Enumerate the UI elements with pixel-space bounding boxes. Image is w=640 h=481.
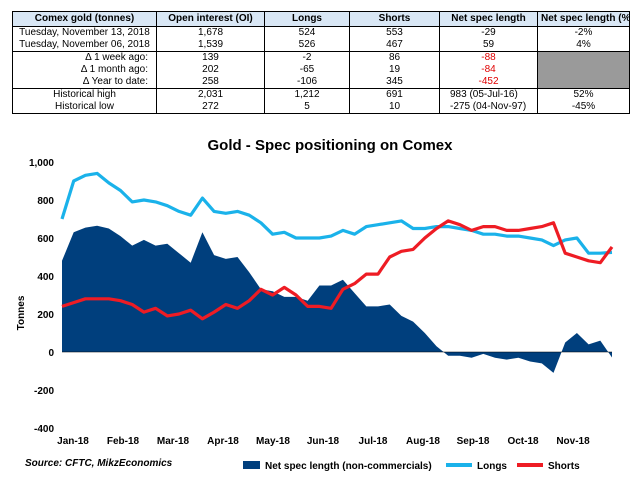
y-tick-label: 800 [37, 196, 54, 207]
legend-swatch-net [243, 461, 260, 469]
header-cell: Comex gold (tonnes) [12, 11, 157, 27]
net-cell: -452 [439, 76, 538, 89]
header-cell: Shorts [349, 11, 440, 27]
oi-cell: 202 [156, 64, 265, 76]
longs-cell: 526 [264, 39, 350, 52]
longs-cell: 524 [264, 26, 350, 39]
x-tick-label: Jun-18 [307, 436, 340, 447]
oi-cell: 1,539 [156, 39, 265, 52]
x-tick-label: Aug-18 [406, 436, 440, 447]
longs-cell: -106 [264, 76, 350, 89]
oi-cell: 139 [156, 51, 265, 64]
chart-legend: Net spec length (non-commercials) Longs … [243, 461, 580, 472]
row-label: Tuesday, November 06, 2018 [12, 39, 157, 52]
cot-summary-table: Comex gold (tonnes) Open interest (OI) L… [12, 11, 630, 114]
pct-cell-blank [537, 51, 630, 89]
header-cell: Net spec length [439, 11, 538, 27]
longs-line [60, 171, 613, 255]
pct-cell: 4% [537, 39, 630, 52]
net-cell: -88 [439, 51, 538, 64]
chart-title: Gold - Spec positioning on Comex [207, 137, 453, 154]
pct-cell: -2% [537, 26, 630, 39]
row-label: Δ 1 month ago: [12, 64, 157, 76]
shorts-cell: 10 [349, 101, 440, 114]
x-tick-label: Oct-18 [507, 436, 539, 447]
header-cell: Longs [264, 11, 350, 27]
shorts-cell: 467 [349, 39, 440, 52]
table-row: Δ Year to date: 258 -106 345 -452 [12, 76, 630, 89]
plot-area: -400 -200 0 200 400 600 800 1,000 Jan-18 Feb-18 Ma… [29, 158, 614, 447]
shorts-cell: 345 [349, 76, 440, 89]
y-tick-label: 400 [37, 272, 54, 283]
table-header-row: Comex gold (tonnes) Open interest (OI) L… [12, 11, 630, 27]
net-cell: 59 [439, 39, 538, 52]
x-tick-label: Jan-18 [57, 436, 89, 447]
oi-cell: 258 [156, 76, 265, 89]
table-row: Δ 1 month ago: 202 -65 19 -84 [12, 64, 630, 76]
table-row: Tuesday, November 13, 2018 1,678 524 553… [12, 26, 630, 39]
shorts-line [61, 219, 614, 321]
source-note: Source: CFTC, MikzEconomics [25, 458, 173, 469]
shorts-cell: 691 [349, 88, 440, 101]
x-tick-label: Nov-18 [556, 436, 590, 447]
y-tick-label: 1,000 [29, 158, 54, 169]
row-label: Δ 1 week ago: [12, 51, 157, 64]
table-row: Historical low 272 5 10 -275 (04-Nov-97)… [12, 101, 630, 114]
x-tick-label: Apr-18 [207, 436, 239, 447]
y-tick-label: -400 [34, 424, 54, 435]
oi-cell: 1,678 [156, 26, 265, 39]
x-tick-label: May-18 [256, 436, 290, 447]
oi-cell: 272 [156, 101, 265, 114]
x-tick-label: Jul-18 [359, 436, 388, 447]
header-cell: Open interest (OI) [156, 11, 265, 27]
row-label: Tuesday, November 13, 2018 [12, 26, 157, 39]
y-tick-label: 0 [48, 348, 54, 359]
y-tick-label: 600 [37, 234, 54, 245]
oi-cell: 2,031 [156, 88, 265, 101]
x-tick-label: Feb-18 [107, 436, 140, 447]
y-tick-label: 200 [37, 310, 54, 321]
legend-label-shorts: Shorts [548, 461, 580, 472]
legend-label-longs: Longs [477, 461, 507, 472]
row-label: Historical high [12, 88, 157, 101]
x-tick-label: Mar-18 [157, 436, 190, 447]
spec-positioning-chart: Gold - Spec positioning on Comex -400 -20… [16, 137, 614, 472]
net-cell: -84 [439, 64, 538, 76]
table-row: Δ 1 week ago: 139 -2 86 -88 [12, 51, 630, 89]
pct-cell: 52% [537, 88, 630, 101]
table-row: Tuesday, November 06, 2018 1,539 526 467… [12, 39, 630, 52]
row-label: Historical low [12, 101, 157, 114]
longs-cell: 5 [264, 101, 350, 114]
y-axis-label: Tonnes [16, 295, 27, 330]
x-tick-label: Sep-18 [457, 436, 490, 447]
pct-cell: -45% [537, 101, 630, 114]
longs-cell: -65 [264, 64, 350, 76]
row-label: Δ Year to date: [12, 76, 157, 89]
net-cell: -275 (04-Nov-97) [439, 101, 538, 114]
net-cell: -29 [439, 26, 538, 39]
shorts-cell: 553 [349, 26, 440, 39]
shorts-cell: 86 [349, 51, 440, 64]
longs-cell: -2 [264, 51, 350, 64]
y-tick-label: -200 [34, 386, 54, 397]
header-cell: Net spec length (% OI) [537, 11, 630, 27]
longs-cell: 1,212 [264, 88, 350, 101]
legend-label-net: Net spec length (non-commercials) [265, 461, 432, 472]
net-cell: 983 (05-Jul-16) [439, 88, 538, 101]
table-row: Historical high 2,031 1,212 691 983 (05-… [12, 88, 630, 101]
shorts-cell: 19 [349, 64, 440, 76]
